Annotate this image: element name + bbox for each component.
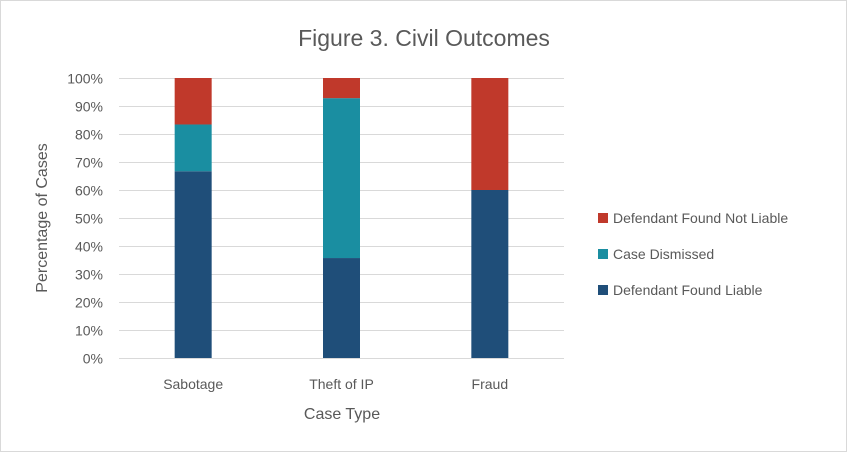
y-tick-label: 0% — [83, 351, 103, 367]
legend-swatch — [598, 249, 608, 259]
legend-label: Defendant Found Liable — [613, 282, 763, 298]
bar-segment — [471, 190, 509, 358]
legend-label: Defendant Found Not Liable — [613, 210, 788, 226]
bars — [174, 78, 509, 358]
bar-segment — [323, 98, 360, 259]
y-tick-label: 100% — [67, 71, 103, 87]
legend-swatch — [598, 213, 608, 223]
y-axis-title: Percentage of Cases — [34, 143, 51, 292]
bar-segment — [174, 171, 212, 358]
bar-segment — [323, 78, 360, 99]
legend-label: Case Dismissed — [613, 246, 714, 262]
bar-segment — [471, 78, 509, 190]
y-tick-label: 20% — [75, 295, 103, 311]
y-tick-label: 10% — [75, 323, 103, 339]
legend: Defendant Found Not Liable Case Dismissed… — [598, 210, 788, 298]
x-axis-ticks: Sabotage Theft of IP Fraud — [163, 376, 508, 392]
y-tick-label: 60% — [75, 183, 103, 199]
x-tick-label: Sabotage — [163, 376, 223, 392]
x-tick-label: Fraud — [472, 376, 509, 392]
x-axis-title: Case Type — [304, 406, 380, 423]
bar-segment — [174, 78, 212, 125]
bar-segment — [174, 124, 212, 172]
y-tick-label: 40% — [75, 239, 103, 255]
y-axis-ticks: 0% 10% 20% 30% 40% 50% 60% 70% 80% 90% 100% — [67, 71, 103, 367]
y-tick-label: 30% — [75, 267, 103, 283]
legend-swatch — [598, 285, 608, 295]
y-tick-label: 90% — [75, 99, 103, 115]
y-tick-label: 50% — [75, 211, 103, 227]
bar-segment — [323, 258, 360, 358]
y-tick-label: 80% — [75, 127, 103, 143]
chart-title: Figure 3. Civil Outcomes — [298, 25, 550, 51]
y-tick-label: 70% — [75, 155, 103, 171]
x-tick-label: Theft of IP — [309, 376, 374, 392]
